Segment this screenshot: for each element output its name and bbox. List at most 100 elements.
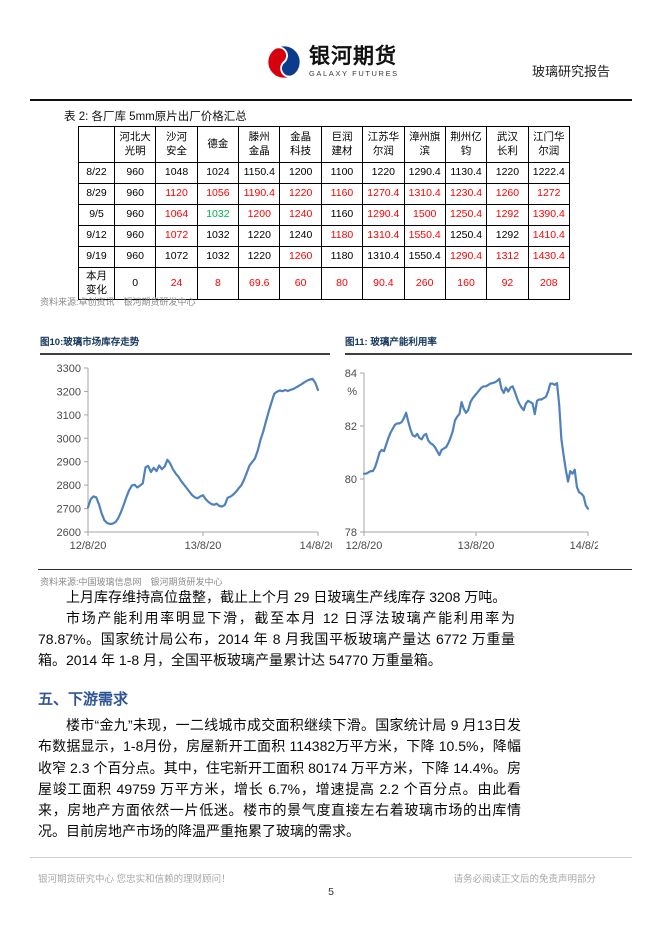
footer-left-text: 银河期货研究中心 您忠实和信赖的理财顾问！ [38, 874, 231, 885]
table-cell: 69.6 [238, 267, 281, 300]
table-cell: 1200 [279, 162, 322, 184]
table-cell: 1290.4 [403, 162, 446, 184]
figure10-title-rule [40, 353, 330, 355]
svg-text:12/8/20: 12/8/20 [346, 540, 383, 552]
figure11-title-rule [345, 353, 632, 355]
table-cell: 1150.4 [238, 162, 281, 184]
table-cell: 1310.4 [362, 225, 405, 247]
report-footer: 银河期货研究中心 您忠实和信赖的理财顾问！ 请务必阅读正文后的免责声明部分 [38, 871, 596, 885]
table-cell: 1160 [320, 204, 364, 226]
table-header-cell [78, 126, 115, 163]
svg-text:%: % [347, 386, 357, 398]
table-cell: 1190.4 [238, 183, 281, 205]
price-table-body: 8/22 960 1048 1024 1150.4 1200 1100 1220 1290.4 1… [78, 162, 571, 300]
table-header-cell: 漳州旗 滨 [403, 126, 446, 163]
brand-text: 银河期货 GALAXY FUTURES [309, 46, 399, 78]
svg-text:3000: 3000 [57, 433, 81, 445]
table-header-cell: 滕州 金晶 [238, 126, 281, 163]
table-cell: 1220 [238, 246, 281, 268]
svg-text:13/8/20: 13/8/20 [185, 540, 222, 552]
table-cell: 1312 [486, 246, 529, 268]
table-header-cell: 江苏华 尔润 [362, 126, 405, 163]
table-row-label: 8/22 [78, 162, 115, 184]
table-cell: 1130.4 [444, 162, 488, 184]
table-cell: 1390.4 [527, 204, 571, 226]
svg-text:12/8/20: 12/8/20 [70, 540, 107, 552]
paragraph-capacity: 市场产能利用率明显下滑，截至本月 12 日浮法玻璃产能利用率为78.87%。国家… [38, 610, 515, 668]
table-cell: 1430.4 [527, 246, 571, 268]
table-cell: 1292 [486, 225, 529, 247]
table-cell: 1290.4 [444, 246, 488, 268]
brand-name-en: GALAXY FUTURES [309, 69, 399, 79]
table-row: 8/29 960 1120 1056 1190.4 1220 1160 1270.4 1310.… [78, 183, 571, 205]
table-cell: 960 [113, 225, 157, 247]
table-cell: 1260 [279, 246, 322, 268]
table-cell: 1220 [486, 162, 529, 184]
report-type-label: 玻璃研究报告 [531, 64, 610, 79]
table-cell: 1260 [486, 183, 529, 205]
table-cell: 1072 [155, 225, 198, 247]
table-cell: 1222.4 [527, 162, 571, 184]
table-header-cell: 金晶 科技 [279, 126, 322, 163]
footer-right-text: 请务必阅读正文后的免责声明部分 [453, 874, 596, 885]
page-number: 5 [328, 886, 334, 898]
table-row: 9/12 960 1072 1032 1220 1240 1180 1310.4 1550.4 1… [78, 225, 571, 247]
svg-text:82: 82 [345, 421, 357, 433]
table-cell: 1250.4 [444, 204, 488, 226]
table-cell: 960 [113, 183, 157, 205]
table-cell: 1160 [320, 183, 364, 205]
table-row-label: 本月 变化 [78, 267, 115, 300]
table-cell: 1290.4 [362, 204, 405, 226]
paragraph-housing-market: 楼市“金九”未现，一二线城市成交面积继续下滑。国家统计局 9 月13日发布数据显… [38, 717, 521, 840]
table-cell: 1072 [155, 246, 198, 268]
price-table: 河北大 光明 沙河 安全 德金 滕州 金晶 金晶 科技 巨润 建材 江苏华 尔润 漳州旗 滨荆… [78, 126, 571, 300]
table-cell: 960 [113, 246, 157, 268]
table-row-label: 9/19 [78, 246, 115, 268]
table-cell: 1550.4 [403, 225, 446, 247]
galaxy-futures-logo: 银河期货 GALAXY FUTURES [266, 44, 399, 80]
table-cell: 1220 [238, 225, 281, 247]
svg-text:3300: 3300 [57, 363, 81, 375]
table-cell: 1410.4 [527, 225, 571, 247]
svg-text:80: 80 [345, 474, 357, 486]
table-source-note: 资料来源:卓创资讯 银河期货研发中心 [40, 297, 196, 307]
table-header-row: 河北大 光明 沙河 安全 德金 滕州 金晶 金晶 科技 巨润 建材 江苏华 尔润 漳州旗 滨荆… [78, 126, 571, 163]
svg-text:13/8/20: 13/8/20 [458, 540, 495, 552]
table-cell: 1032 [196, 246, 240, 268]
table-cell: 1310.4 [362, 246, 405, 268]
svg-text:14/8/20: 14/8/20 [570, 540, 598, 552]
table-cell: 90.4 [362, 267, 405, 300]
table-row: 本月 变化 0 24 8 69.6 60 80 90.4 260 160 92 208 [78, 267, 571, 300]
table-cell: 1240 [279, 225, 322, 247]
figure10-title: 图10:玻璃市场库存走势 [40, 337, 140, 348]
table-row-label: 9/12 [78, 225, 115, 247]
table-cell: 260 [403, 267, 446, 300]
galaxy-swirl-icon [266, 44, 302, 80]
price-table-head: 河北大 光明 沙河 安全 德金 滕州 金晶 金晶 科技 巨润 建材 江苏华 尔润 漳州旗 滨荆… [78, 126, 571, 163]
table-cell: 80 [320, 267, 364, 300]
table-header-cell: 武汉 长利 [486, 126, 529, 163]
table-row-label: 8/29 [78, 183, 115, 205]
svg-text:78: 78 [345, 527, 357, 539]
table-cell: 1200 [238, 204, 281, 226]
table-cell: 1220 [279, 183, 322, 205]
svg-text:2800: 2800 [57, 480, 81, 492]
table-cell: 1230.4 [444, 183, 488, 205]
table-cell: 1180 [320, 246, 364, 268]
table-cell: 208 [527, 267, 571, 300]
svg-text:84: 84 [345, 368, 357, 380]
table-title: 表 2: 各厂库 5mm原片出厂价格汇总 [64, 111, 247, 123]
paragraph-inventory: 上月库存维持高位盘整，截止上个月 29 日玻璃生产线库存 3208 万吨。 [66, 589, 507, 605]
table-header-cell: 沙河 安全 [155, 126, 198, 163]
table-row: 8/22 960 1048 1024 1150.4 1200 1100 1220 1290.4 1… [78, 162, 571, 184]
footer-divider [30, 857, 632, 858]
table-row-label: 9/5 [78, 204, 115, 226]
table-cell: 1220 [362, 162, 405, 184]
table-cell: 8 [196, 267, 240, 300]
table-cell: 1048 [155, 162, 198, 184]
table-cell: 1180 [320, 225, 364, 247]
header-divider [30, 99, 632, 101]
table-cell: 1056 [196, 183, 240, 205]
table-cell: 1032 [196, 204, 240, 226]
table-cell: 1292 [486, 204, 529, 226]
